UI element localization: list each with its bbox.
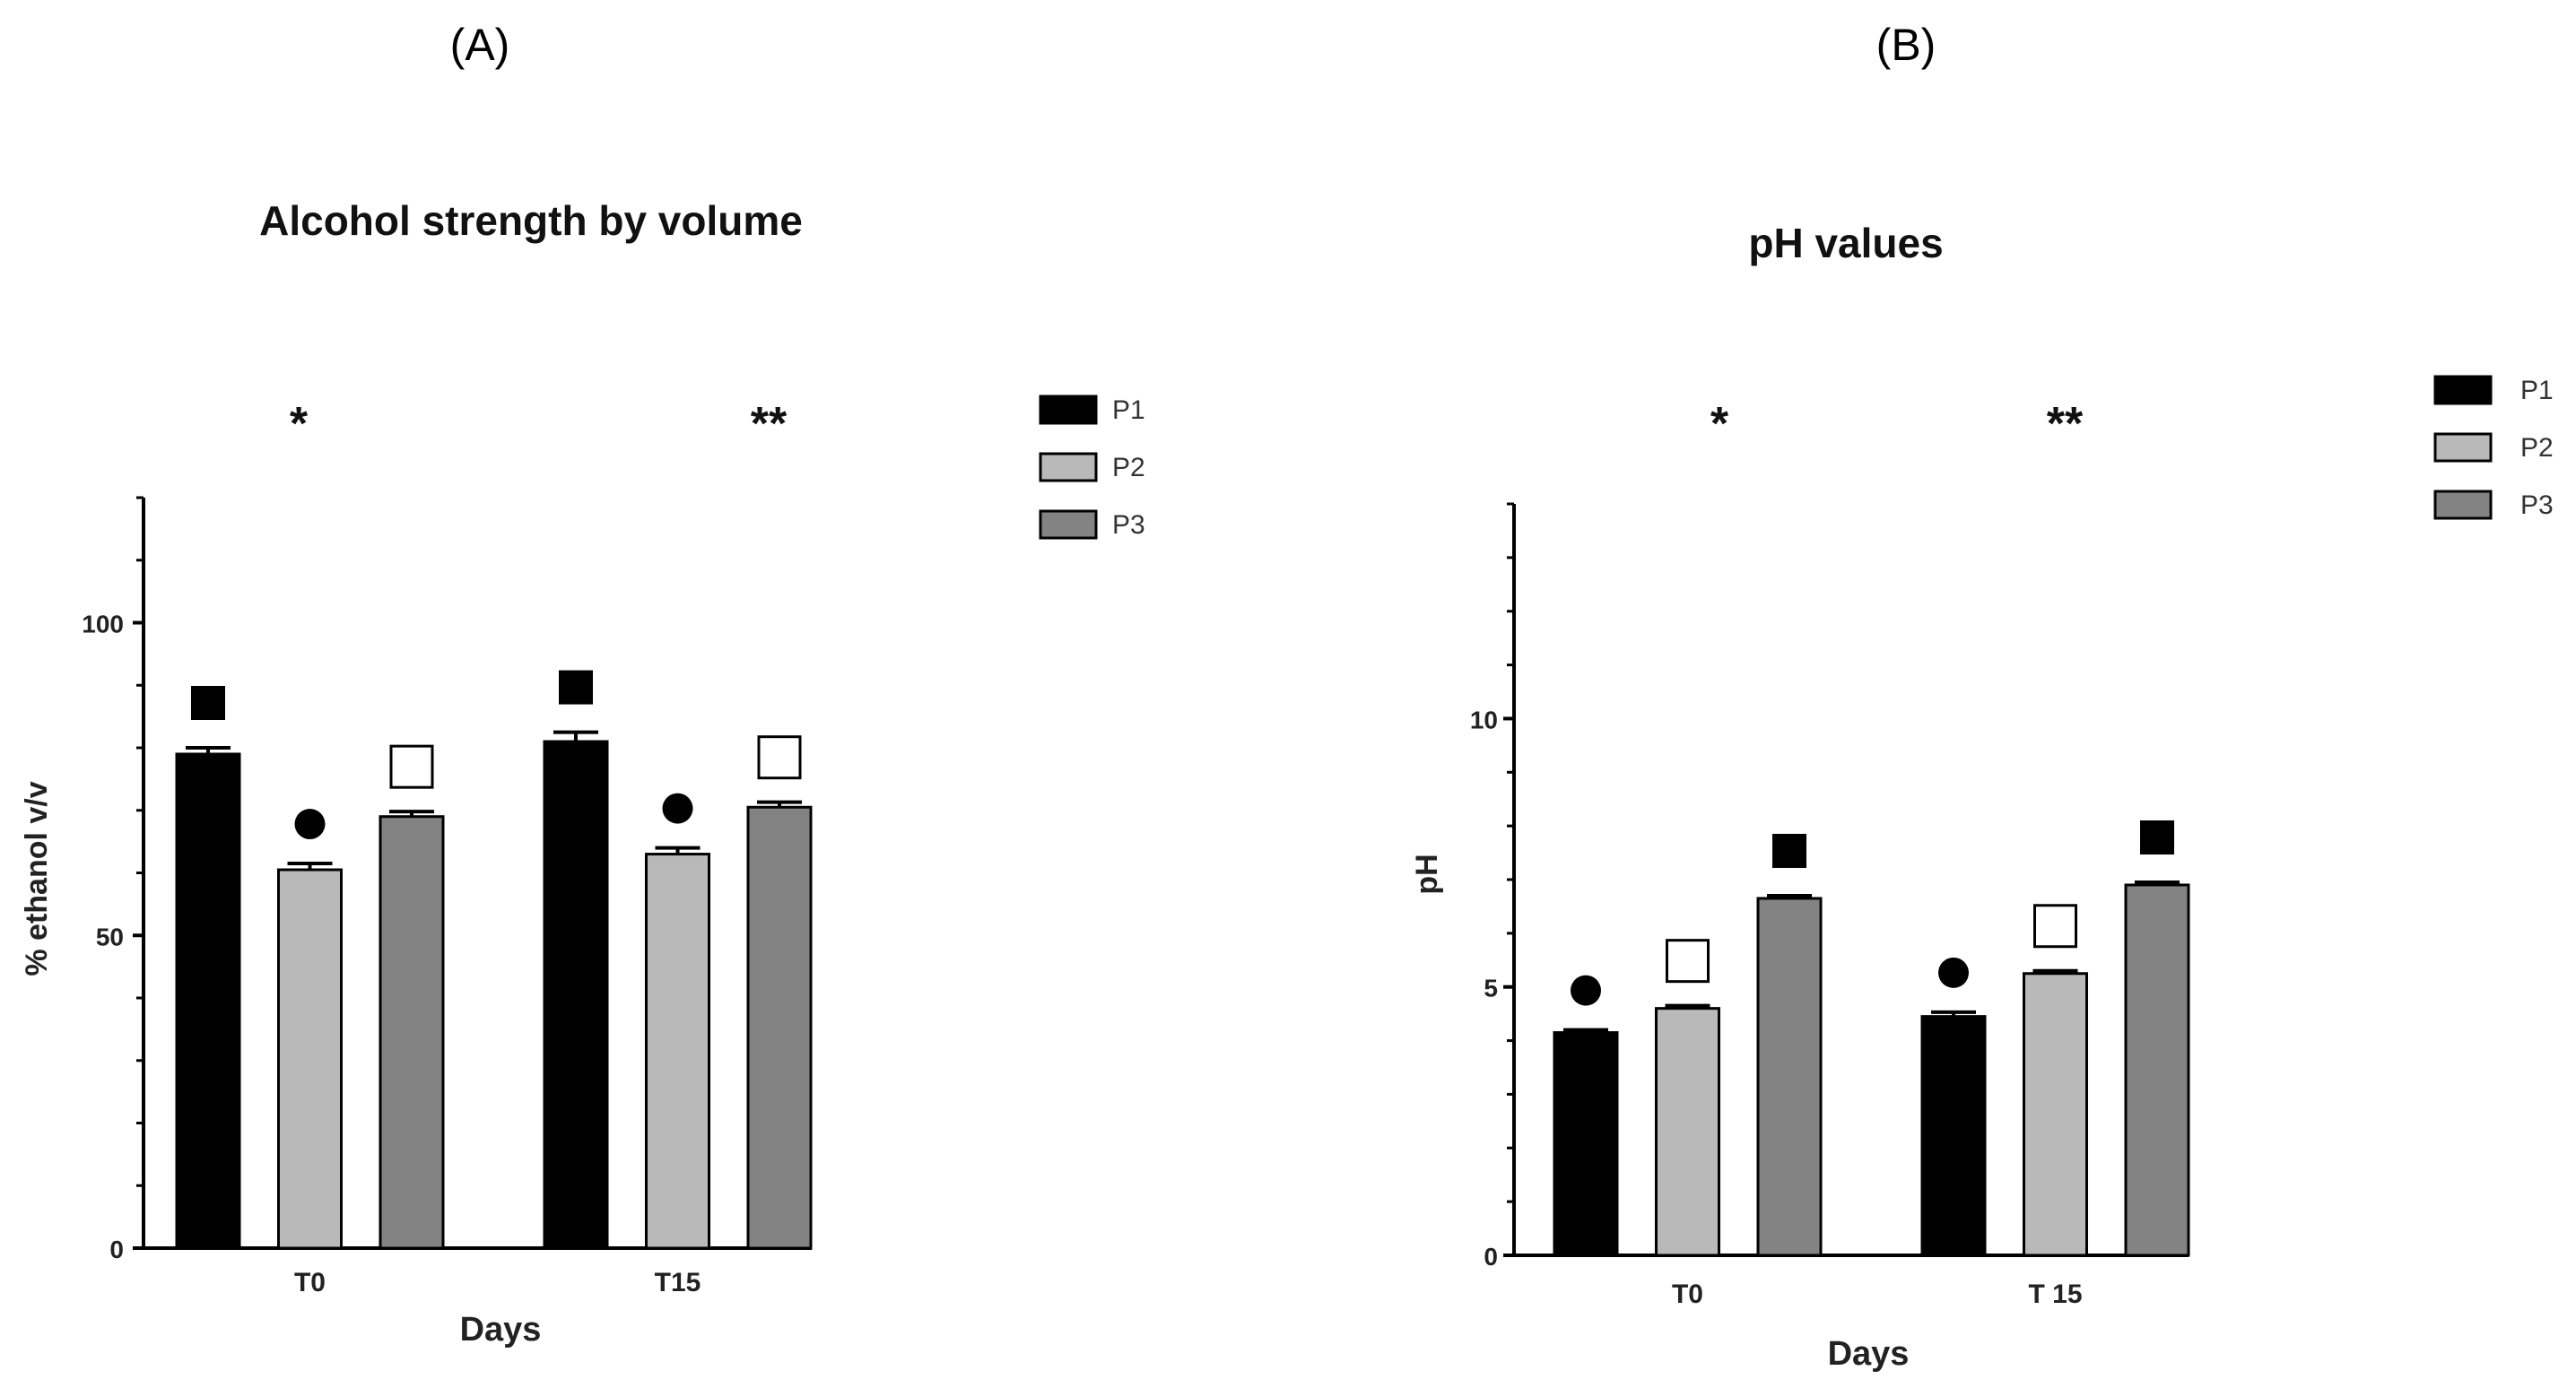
legend-swatch-p3 [1039, 509, 1098, 540]
x-axis-label: Days [460, 1311, 542, 1349]
legend-label-p1: P1 [2520, 376, 2554, 405]
bar-p3-t0 [1756, 897, 1823, 1257]
filled-square-marker [191, 686, 225, 720]
x-tick-label: T0 [294, 1268, 326, 1297]
x-tick-label: T15 [655, 1268, 701, 1297]
y-tick-label: 100 [82, 611, 124, 638]
open-square-marker [389, 744, 434, 789]
bar-p2-t0 [277, 868, 343, 1250]
filled-circle-marker [662, 793, 693, 824]
bar-p3-t0 [379, 815, 445, 1250]
filled-square-marker [2140, 820, 2174, 854]
bar-p2-t0 [1655, 1007, 1720, 1257]
panel-label: (A) [450, 20, 510, 70]
y-axis-label: % ethanol v/v [20, 781, 54, 976]
legend-swatch-p3 [2433, 490, 2493, 520]
bar-p1-t15 [1920, 1015, 1987, 1257]
filled-square-marker [559, 670, 593, 705]
y-tick-label: 5 [1484, 975, 1498, 1002]
bar-p3-t15 [746, 805, 813, 1250]
panel-label: (B) [1876, 20, 1936, 70]
x-tick-label: T0 [1672, 1280, 1703, 1309]
open-square-marker [1666, 939, 1710, 984]
chart-panel-b: (B) pH values 0 5 10 pH T0 * T 15 ** Days P1 P2 P3 [1410, 20, 2554, 1373]
legend-label-p2: P2 [2520, 433, 2554, 463]
legend-swatch-p1 [1039, 395, 1098, 425]
x-axis-label: Days [1828, 1335, 1910, 1373]
bar-p2-t15 [645, 853, 710, 1250]
filled-circle-marker [294, 809, 326, 840]
y-tick-label: 0 [109, 1236, 124, 1263]
bar-p3-t15 [2124, 883, 2190, 1257]
open-square-marker [757, 735, 802, 780]
y-tick-label: 10 [1470, 706, 1498, 733]
x-tick-label: T 15 [2028, 1280, 2082, 1309]
legend-swatch-p2 [2433, 432, 2493, 463]
significance-marker: ** [2047, 398, 2084, 450]
legend-label-p3: P3 [2520, 490, 2554, 520]
bar-p1-t0 [1553, 1031, 1619, 1257]
bar-p2-t15 [2023, 972, 2088, 1257]
chart-panel-a: (A) Alcohol strength by volume 0 50 100 % eth… [20, 20, 1145, 1349]
bar-p1-t15 [543, 740, 609, 1250]
legend-swatch-p2 [1039, 452, 1098, 482]
significance-marker: ** [751, 398, 788, 450]
legend-label-p1: P1 [1112, 395, 1145, 425]
filled-square-marker [1772, 833, 1806, 868]
y-tick-label: 50 [96, 923, 124, 950]
significance-marker: * [290, 398, 309, 450]
legend-swatch-p1 [2433, 375, 2493, 405]
bar-p1-t0 [175, 752, 241, 1250]
chart-title: Alcohol strength by volume [259, 197, 803, 244]
y-axis-label: pH [1410, 854, 1444, 894]
filled-circle-marker [1571, 975, 1601, 1006]
y-tick-label: 0 [1484, 1243, 1498, 1271]
chart-title: pH values [1748, 220, 1943, 266]
significance-marker: * [1710, 398, 1729, 450]
open-square-marker [2033, 904, 2077, 949]
legend-label-p3: P3 [1112, 510, 1145, 540]
filled-circle-marker [1938, 957, 1969, 988]
legend-label-p2: P2 [1112, 453, 1145, 482]
